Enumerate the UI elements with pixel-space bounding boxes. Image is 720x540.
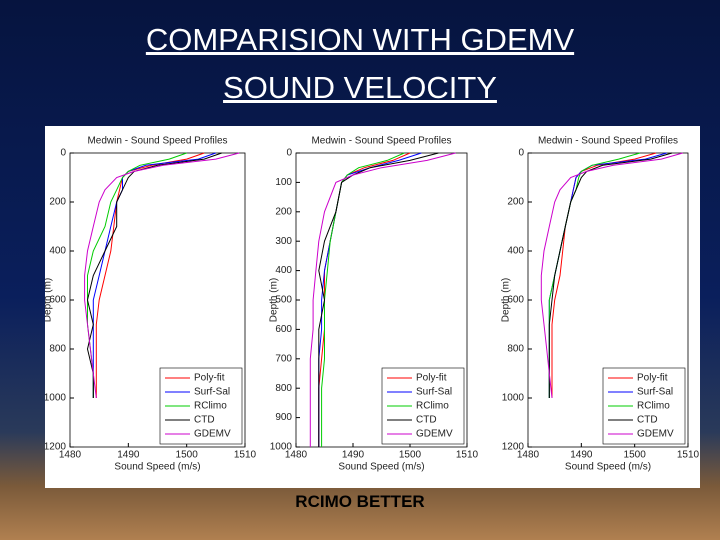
y-axis-label: Depth (m) [501, 278, 512, 322]
x-axis-label: Sound Speed (m/s) [338, 462, 424, 473]
x-tick-label: 1480 [285, 450, 308, 461]
legend-label: GDEMV [194, 429, 231, 440]
legend-label: GDEMV [416, 429, 453, 440]
x-tick-label: 1490 [117, 450, 140, 461]
y-tick-label: 0 [60, 148, 66, 159]
y-tick-label: 400 [275, 265, 292, 276]
chart-title: Medwin - Sound Speed Profiles [87, 136, 227, 147]
slide-title: SOUND VELOCITY [223, 70, 497, 105]
y-tick-label: 700 [275, 353, 292, 364]
y-tick-label: 500 [275, 295, 292, 306]
chart-panel: Medwin - Sound Speed Profiles Sound Speed… [45, 126, 700, 488]
chart-title: Medwin - Sound Speed Profiles [538, 136, 678, 147]
y-tick-label: 400 [49, 246, 66, 257]
x-tick-label: 1510 [677, 450, 700, 461]
y-tick-label: 200 [275, 206, 292, 217]
x-axis-label: Sound Speed (m/s) [114, 462, 200, 473]
y-tick-label: 1000 [502, 393, 525, 404]
legend-label: Surf-Sal [194, 387, 230, 398]
y-tick-label: 400 [507, 246, 524, 257]
x-axis-label: Sound Speed (m/s) [565, 462, 651, 473]
profile-line [321, 152, 405, 447]
profile-line [318, 152, 439, 447]
legend-label: RClimo [194, 401, 227, 412]
profile-line [540, 152, 683, 399]
y-tick-label: 800 [507, 344, 524, 355]
legend-label: Poly-fit [194, 373, 225, 384]
profile-line [84, 152, 240, 399]
y-tick-label: 1200 [502, 442, 525, 453]
x-tick-label: 1510 [456, 450, 479, 461]
y-tick-label: 900 [275, 412, 292, 423]
y-tick-label: 1000 [270, 442, 293, 453]
chart-title: Medwin - Sound Speed Profiles [311, 136, 451, 147]
x-tick-label: 1500 [624, 450, 647, 461]
y-axis-label: Depth (m) [45, 278, 54, 322]
x-tick-label: 1510 [234, 450, 257, 461]
x-tick-label: 1480 [517, 450, 540, 461]
legend-label: Surf-Sal [416, 387, 452, 398]
y-tick-label: 600 [275, 324, 292, 335]
legend-label: CTD [194, 415, 215, 426]
y-axis-label: Depth (m) [269, 278, 280, 322]
y-tick-label: 600 [507, 295, 524, 306]
x-tick-label: 1500 [399, 450, 422, 461]
profile-line [548, 152, 673, 398]
y-tick-label: 200 [49, 197, 66, 208]
y-tick-label: 100 [275, 177, 292, 188]
y-tick-label: 300 [275, 236, 292, 247]
profile-line [95, 152, 205, 398]
x-tick-label: 1480 [59, 450, 82, 461]
x-tick-label: 1500 [176, 450, 199, 461]
y-tick-label: 0 [286, 148, 292, 159]
legend-label: Poly-fit [416, 373, 447, 384]
legend-label: RClimo [416, 401, 449, 412]
y-tick-label: 800 [275, 383, 292, 394]
legend-label: CTD [637, 415, 658, 426]
y-tick-label: 800 [49, 344, 66, 355]
y-tick-label: 0 [518, 148, 524, 159]
x-tick-label: 1490 [342, 450, 365, 461]
legend-label: Surf-Sal [637, 387, 673, 398]
y-tick-label: 600 [49, 295, 66, 306]
legend-label: GDEMV [637, 429, 674, 440]
y-tick-label: 200 [507, 197, 524, 208]
footer-text: RCIMO BETTER [295, 492, 425, 511]
y-tick-label: 1200 [45, 442, 66, 453]
profile-line [309, 152, 456, 447]
x-tick-label: 1490 [570, 450, 593, 461]
legend-label: Poly-fit [637, 373, 668, 384]
y-tick-label: 1000 [45, 393, 66, 404]
legend-label: RClimo [637, 401, 670, 412]
legend-label: CTD [416, 415, 437, 426]
profile-line [92, 152, 216, 398]
slide-title: COMPARISION WITH GDEMV [145, 22, 575, 57]
